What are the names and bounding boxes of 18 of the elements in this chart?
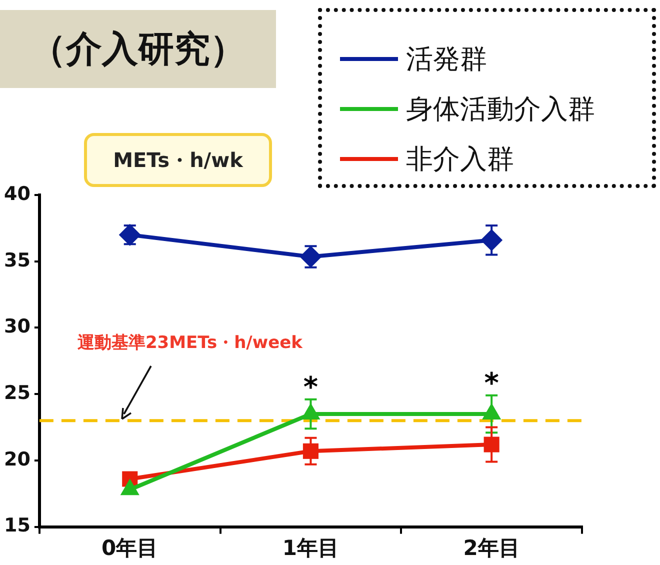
x-tick-label: 0年目 (102, 536, 158, 560)
x-tick-label: 1年目 (282, 536, 340, 560)
ref-line-label: 運動基準23METs・h/week (76, 333, 304, 354)
chart-title: （介入研究） (0, 10, 276, 88)
annotation: * (484, 366, 500, 400)
y-tick-label: 15 (4, 514, 30, 537)
x-tick-label: 2年目 (463, 536, 520, 560)
y-tick-label: 25 (4, 382, 30, 404)
legend-label: 非介入群 (406, 143, 514, 177)
legend-label: 活発群 (406, 43, 487, 77)
point (118, 224, 141, 246)
y-tick-label: 40 (4, 182, 30, 205)
annotation: * (303, 370, 318, 404)
legend-label: 身体活動介入群 (406, 93, 595, 127)
y-axis-title: METs・h/wk (84, 133, 272, 187)
y-tick-label: 35 (4, 249, 30, 272)
y-tick-label: 30 (4, 316, 30, 338)
y-tick-label: 20 (4, 448, 30, 470)
